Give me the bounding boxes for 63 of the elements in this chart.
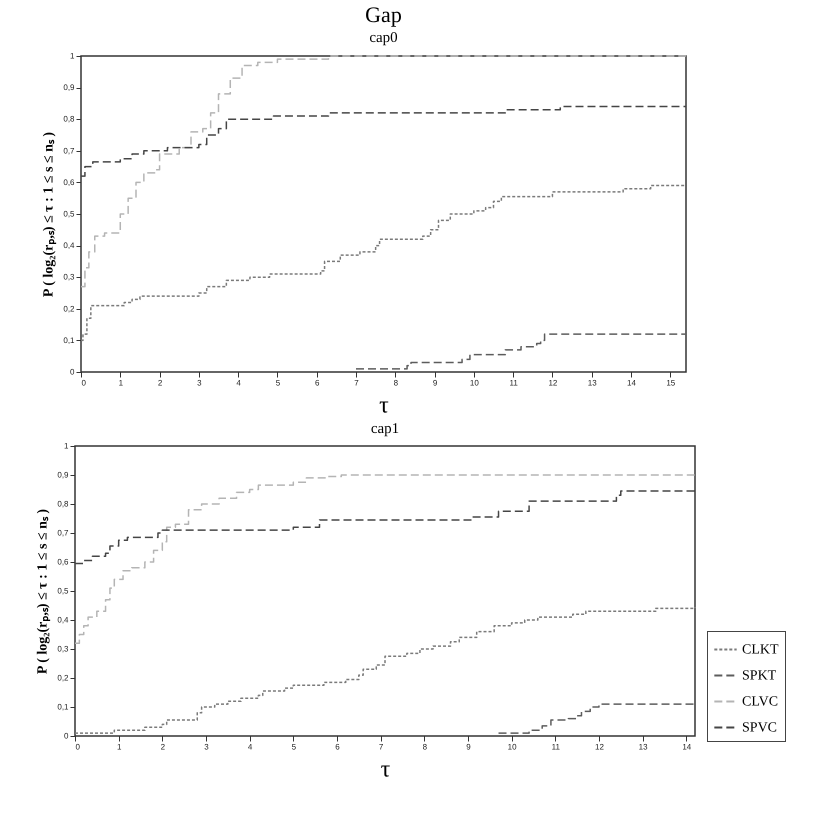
x-tick-label: 4	[248, 742, 253, 752]
y-tick-label: 0,6	[57, 558, 70, 566]
x-tick-label: 4	[236, 378, 242, 388]
x-tick-label: 9	[466, 742, 472, 752]
y-tick-label: 0,2	[57, 674, 70, 682]
y-tick-label: 0,2	[63, 304, 76, 314]
x-tick-label: 5	[276, 378, 281, 388]
y-tick-label: 0,3	[63, 272, 76, 282]
legend-label: SPVC	[742, 720, 778, 736]
x-tick-label: 14	[627, 378, 636, 388]
x-tick-label: 7	[354, 378, 360, 388]
x-tick-label: 6	[314, 378, 320, 388]
y-tick-label: 0	[70, 368, 76, 376]
y-tick-label: 0,8	[57, 500, 70, 508]
x-tick-label: 14	[682, 742, 692, 752]
y-tick-label: 0,1	[57, 702, 70, 712]
chart-subtitle: cap1	[370, 421, 400, 437]
y-tick-label: 0,4	[63, 241, 76, 250]
y-tick-label: 0,9	[57, 470, 70, 480]
x-tick-label: 9	[432, 378, 438, 388]
x-tick-label: 3	[204, 742, 210, 752]
x-tick-label: 1	[118, 378, 124, 388]
y-axis-title: P ( log₂(rₚ,ₛ) ≤ τ : 1 ≤ s ≤ nₛ )	[35, 508, 50, 674]
x-tick-label: 7	[378, 742, 384, 752]
y-tick-label: 0,7	[57, 528, 70, 538]
y-tick-label: 0,9	[63, 83, 76, 92]
legend-label: CLKT	[742, 642, 779, 658]
y-tick-label: 0,3	[57, 644, 70, 654]
legend-label: SPKT	[742, 668, 777, 684]
x-axis-title: τ	[380, 756, 391, 782]
x-tick-label: 5	[292, 742, 297, 752]
x-tick-label: 8	[394, 378, 399, 388]
y-tick-label: 0	[64, 732, 70, 740]
x-axis-title: τ	[379, 392, 390, 418]
y-tick-label: 0,8	[63, 114, 76, 124]
x-tick-label: 11	[552, 742, 560, 752]
y-tick-label: 1	[64, 442, 70, 450]
x-tick-label: 2	[158, 378, 163, 388]
x-tick-label: 3	[197, 378, 202, 388]
x-tick-label: 11	[509, 378, 518, 388]
x-tick-label: 13	[638, 742, 648, 752]
y-tick-label: 0,4	[57, 616, 70, 624]
y-tick-label: 0,5	[57, 586, 70, 596]
x-tick-label: 10	[470, 378, 480, 388]
y-tick-label: 1	[70, 52, 76, 60]
y-tick-label: 0,5	[63, 210, 76, 218]
x-tick-label: 10	[508, 742, 518, 752]
chart-subtitle: cap0	[369, 30, 398, 46]
y-tick-label: 0,1	[63, 336, 76, 345]
y-axis-title: P ( log₂(rₚ,ₛ) ≤ τ : 1 ≤ s ≤ nₛ )	[41, 132, 56, 298]
x-tick-label: 12	[548, 378, 558, 388]
y-tick-label: 0,7	[63, 146, 76, 156]
x-tick-label: 13	[588, 378, 598, 388]
chart-title: Gap	[365, 2, 402, 27]
x-tick-label: 2	[160, 742, 166, 752]
y-tick-label: 0,6	[63, 178, 76, 187]
x-tick-label: 6	[335, 742, 340, 752]
x-tick-label: 12	[594, 742, 604, 752]
x-tick-label: 1	[116, 742, 122, 752]
x-tick-label: 15	[666, 378, 676, 388]
x-tick-label: 8	[422, 742, 428, 752]
x-tick-label: 0	[82, 378, 86, 388]
legend-label: CLVC	[742, 694, 778, 710]
